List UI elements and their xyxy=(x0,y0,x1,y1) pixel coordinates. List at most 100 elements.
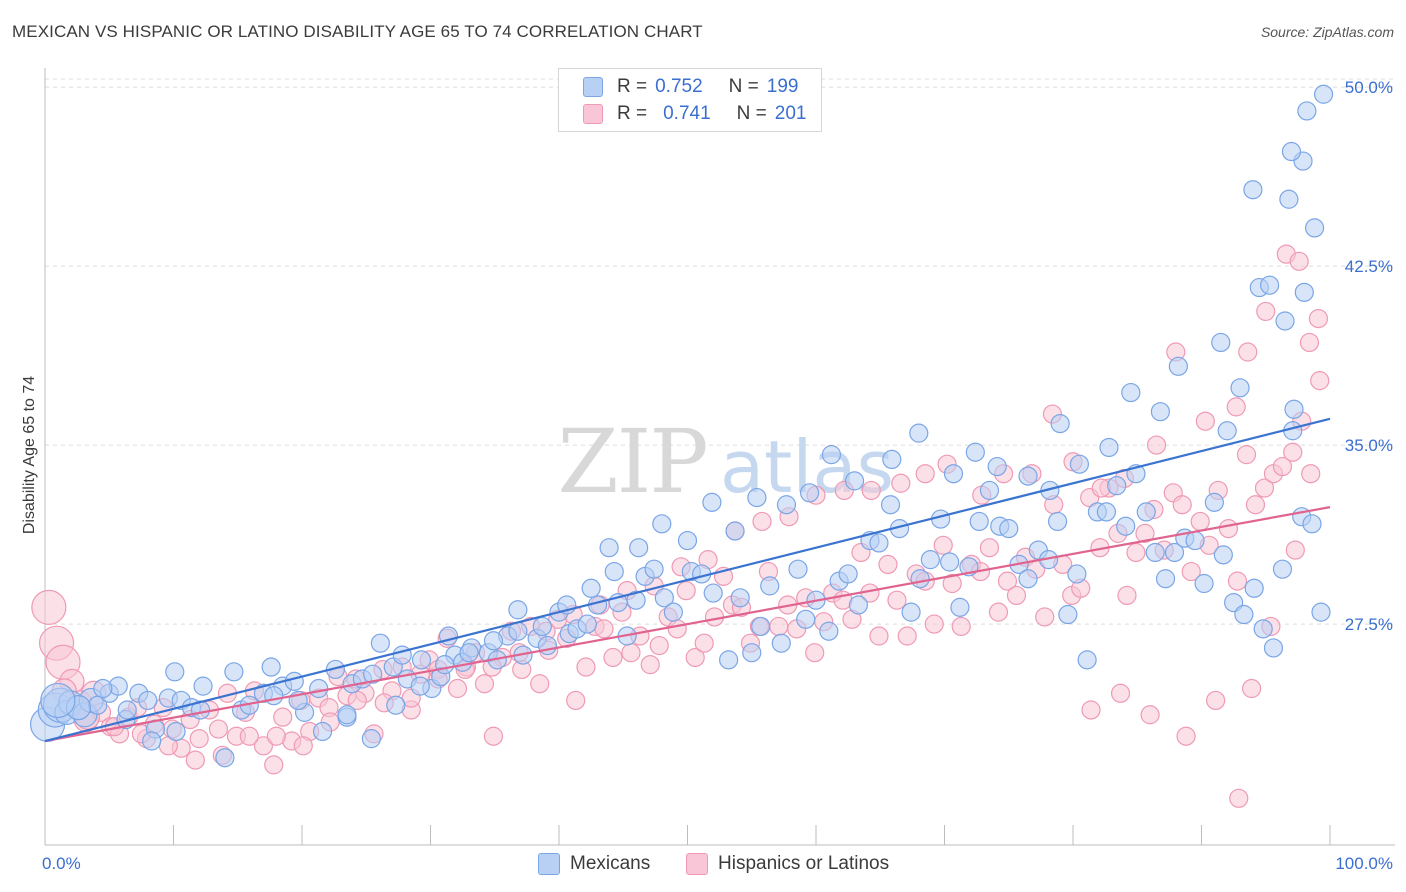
mexicans-point xyxy=(838,564,858,584)
y-tick-label: 27.5% xyxy=(1345,615,1393,634)
legend-r-label: R = xyxy=(617,103,648,124)
hispanics-point xyxy=(1299,332,1320,353)
mexicans-point xyxy=(1067,564,1087,584)
bottom-legend-mexicans: Mexicans xyxy=(538,852,650,876)
hispanics-point xyxy=(997,571,1018,591)
x-tick-label-end: 100.0% xyxy=(1335,854,1393,873)
mexicans-point xyxy=(703,583,723,603)
hispanics-point xyxy=(1254,478,1275,498)
hispanics-point xyxy=(685,647,705,668)
hispanics-point xyxy=(1035,607,1055,627)
mexicans-point xyxy=(117,700,137,720)
hispanics-point xyxy=(1176,726,1196,746)
hispanics-point xyxy=(483,726,504,746)
hispanics-point xyxy=(1117,585,1137,606)
mexicans-point xyxy=(1204,492,1224,512)
hispanics-point xyxy=(897,626,917,646)
mexicans-point xyxy=(629,538,649,558)
bottom-legend-swatch-hispanics xyxy=(686,853,708,875)
mexicans-point xyxy=(193,676,213,696)
hispanics-point xyxy=(447,678,468,699)
hispanics-point xyxy=(1126,542,1146,563)
hispanics-point xyxy=(530,674,550,694)
mexicans-point xyxy=(719,650,739,670)
mexicans-point xyxy=(725,521,745,541)
mexicans-point xyxy=(410,676,430,696)
mexicans-point xyxy=(751,616,771,637)
hispanics-point xyxy=(924,614,944,634)
hispanics-point xyxy=(621,643,641,663)
mexicans-point xyxy=(224,662,244,682)
hispanics-point xyxy=(878,554,898,575)
hispanics-point xyxy=(1227,571,1248,591)
mexicans-point xyxy=(969,511,989,532)
mexicans-point xyxy=(1272,559,1293,579)
hispanics-point xyxy=(1146,435,1167,455)
mexicans-point xyxy=(1297,101,1317,121)
chart-title: MEXICAN VS HISPANIC OR LATINO DISABILITY… xyxy=(12,22,703,41)
hispanics-point xyxy=(887,590,907,610)
mexicans-point xyxy=(1107,476,1127,496)
y-tick-label: 35.0% xyxy=(1345,436,1393,455)
hispanics-point xyxy=(566,690,586,711)
hispanics-point xyxy=(253,736,274,756)
mexicans-point xyxy=(361,729,381,749)
hispanics-point xyxy=(1238,342,1258,362)
mexicans-point xyxy=(1244,578,1264,598)
mexicans-point xyxy=(1294,282,1314,302)
hispanics-point xyxy=(988,602,1009,622)
hispanics-point xyxy=(1289,251,1309,271)
mexicans-point xyxy=(796,609,816,629)
mexicans-points xyxy=(29,84,1334,768)
mexicans-point xyxy=(435,655,455,675)
hispanics-point xyxy=(273,707,293,727)
legend-swatch-hispanics xyxy=(583,104,603,124)
hispanics-point xyxy=(1006,585,1027,606)
hispanics-point xyxy=(1226,397,1246,417)
mexicans-point xyxy=(1121,382,1141,403)
hispanics-point xyxy=(933,535,953,555)
mexicans-point xyxy=(1018,466,1038,486)
mexicans-point xyxy=(386,695,406,715)
source-label: Source: ZipAtlas.com xyxy=(1260,24,1394,40)
mexicans-trend-line xyxy=(44,417,1331,743)
tick-labels: 27.5% 35.0% 42.5% 50.0% 0.0% 100.0% xyxy=(42,78,1393,873)
mexicans-point xyxy=(1050,414,1070,434)
mexicans-point xyxy=(776,495,797,515)
hispanics-point xyxy=(1181,561,1201,582)
hispanics-point xyxy=(979,538,1000,558)
mexicans-point xyxy=(1058,604,1078,625)
hispanics-point xyxy=(31,589,67,625)
mexicans-point xyxy=(909,423,929,443)
mexicans-point xyxy=(979,480,1000,501)
hispanics-point xyxy=(694,633,714,653)
mexicans-point xyxy=(1211,332,1231,353)
mexicans-point xyxy=(284,671,304,691)
mexicans-point xyxy=(1145,542,1165,563)
hispanics-point xyxy=(769,616,789,637)
hispanics-point xyxy=(1272,456,1293,477)
legend-r-value-mexicans: 0.752 xyxy=(655,76,703,97)
mexicans-point xyxy=(1284,399,1304,419)
legend-box: R = 0.752 N = 199 R = 0.741 N = 201 xyxy=(558,68,822,132)
mexicans-point xyxy=(1069,454,1090,474)
mexicans-point xyxy=(1275,311,1295,331)
mexicans-point xyxy=(901,602,921,622)
mexicans-point xyxy=(965,442,985,462)
hispanics-point xyxy=(869,626,889,646)
mexicans-point xyxy=(760,576,780,596)
hispanics-point xyxy=(1081,700,1101,720)
hispanics-point xyxy=(185,750,205,770)
mexicans-point xyxy=(142,731,162,751)
mexicans-point xyxy=(1263,638,1284,658)
mexicans-point xyxy=(1304,218,1325,238)
mexicans-point xyxy=(1150,402,1170,422)
mexicans-point xyxy=(1047,511,1068,532)
hispanics-point xyxy=(1206,690,1226,711)
mexicans-point xyxy=(363,664,383,684)
y-tick-label: 42.5% xyxy=(1345,257,1393,276)
mexicans-point xyxy=(819,621,839,641)
mexicans-point xyxy=(799,483,820,503)
mexicans-point xyxy=(215,748,235,768)
hispanics-point xyxy=(293,736,313,756)
